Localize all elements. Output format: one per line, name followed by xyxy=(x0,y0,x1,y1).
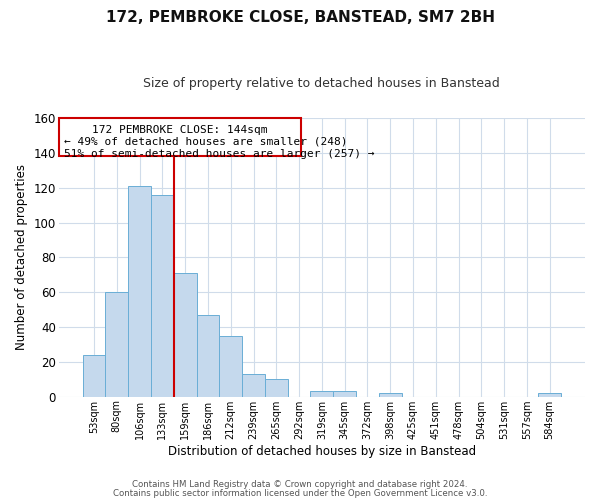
Text: ← 49% of detached houses are smaller (248): ← 49% of detached houses are smaller (24… xyxy=(64,136,347,146)
Y-axis label: Number of detached properties: Number of detached properties xyxy=(15,164,28,350)
Bar xyxy=(265,380,287,396)
Bar xyxy=(151,194,174,396)
Text: 51% of semi-detached houses are larger (257) →: 51% of semi-detached houses are larger (… xyxy=(64,149,374,159)
Bar xyxy=(242,374,265,396)
Title: Size of property relative to detached houses in Banstead: Size of property relative to detached ho… xyxy=(143,78,500,90)
Bar xyxy=(197,315,220,396)
Bar xyxy=(220,336,242,396)
Bar xyxy=(83,355,106,397)
X-axis label: Distribution of detached houses by size in Banstead: Distribution of detached houses by size … xyxy=(168,444,476,458)
Bar xyxy=(538,393,561,396)
Text: 172, PEMBROKE CLOSE, BANSTEAD, SM7 2BH: 172, PEMBROKE CLOSE, BANSTEAD, SM7 2BH xyxy=(106,10,494,25)
Text: Contains public sector information licensed under the Open Government Licence v3: Contains public sector information licen… xyxy=(113,488,487,498)
Text: 172 PEMBROKE CLOSE: 144sqm: 172 PEMBROKE CLOSE: 144sqm xyxy=(92,125,268,135)
Bar xyxy=(333,392,356,396)
FancyBboxPatch shape xyxy=(59,118,301,156)
Bar xyxy=(128,186,151,396)
Text: Contains HM Land Registry data © Crown copyright and database right 2024.: Contains HM Land Registry data © Crown c… xyxy=(132,480,468,489)
Bar xyxy=(106,292,128,397)
Bar xyxy=(379,393,401,396)
Bar xyxy=(310,392,333,396)
Bar xyxy=(174,273,197,396)
